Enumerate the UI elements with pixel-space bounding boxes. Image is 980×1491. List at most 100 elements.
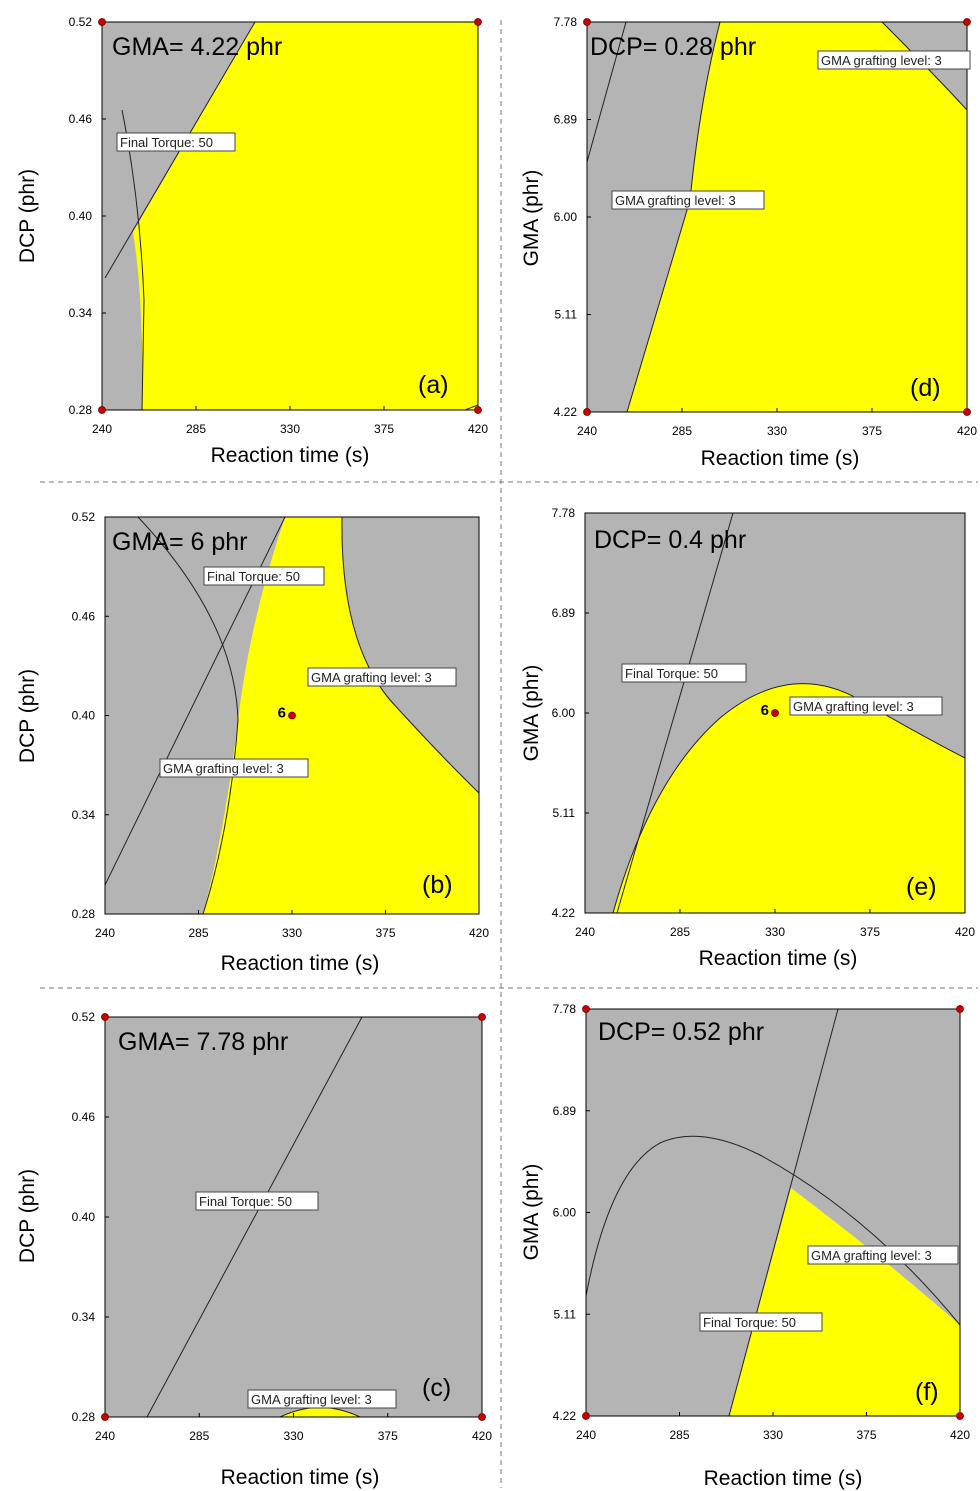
contour-label-text: Final Torque: 50: [199, 1194, 292, 1209]
corner-point: [582, 1412, 590, 1420]
y-tick-label: 6.89: [554, 113, 578, 127]
y-tick-label: 5.11: [555, 308, 578, 322]
y-axis-label: DCP (phr): [16, 669, 39, 763]
y-axis-label: GMA (phr): [520, 1164, 543, 1261]
contour-label: GMA grafting level: 3: [307, 667, 457, 687]
region-infeasible: [105, 1017, 482, 1417]
x-tick-label: 375: [860, 925, 880, 939]
contour-label-text: GMA grafting level: 3: [811, 1248, 932, 1263]
y-tick-label: 0.28: [69, 403, 93, 417]
x-axis-label: Reaction time (s): [221, 1466, 380, 1489]
y-tick-label: 4.22: [553, 1409, 577, 1423]
contour-label-text: GMA grafting level: 3: [821, 53, 942, 68]
contour-label: Final Torque: 50: [699, 1312, 823, 1332]
y-tick-label: 5.11: [554, 1307, 577, 1321]
design-point-label: 6: [278, 705, 286, 722]
x-axis-label: Reaction time (s): [701, 447, 860, 470]
panel-title: GMA= 7.78 phr: [118, 1028, 288, 1056]
region-feasible: [627, 22, 967, 412]
corner-point: [583, 18, 591, 26]
y-tick-label: 7.78: [553, 1002, 577, 1016]
panel-title: DCP= 0.28 phr: [590, 33, 756, 61]
contour-label-text: Final Torque: 50: [207, 569, 300, 584]
x-axis-label: Reaction time (s): [221, 952, 380, 975]
x-tick-label: 285: [672, 424, 692, 438]
contour-grafting-level: [612, 683, 965, 913]
design-point: [288, 711, 296, 720]
panel-label: (b): [422, 871, 453, 899]
corner-point: [956, 1412, 964, 1420]
x-tick-label: 420: [955, 925, 975, 939]
y-tick-label: 0.40: [72, 709, 96, 723]
x-tick-label: 285: [669, 1428, 689, 1442]
corner-point: [474, 18, 482, 26]
panel-label: (a): [418, 371, 449, 399]
corner-point: [478, 1013, 486, 1021]
y-tick-label: 4.22: [552, 906, 576, 920]
panel-title: DCP= 0.4 phr: [594, 526, 746, 554]
design-point-label: 6: [761, 702, 769, 719]
x-tick-label: 420: [950, 1428, 970, 1442]
corner-point: [98, 406, 106, 414]
x-tick-label: 330: [283, 1429, 303, 1443]
y-axis-label: DCP (phr): [16, 169, 39, 263]
x-tick-label: 285: [188, 926, 208, 940]
contour-grafting-level: [341, 517, 479, 794]
y-tick-label: 0.28: [72, 907, 96, 921]
y-tick-label: 0.34: [72, 1310, 96, 1324]
y-tick-label: 7.78: [554, 15, 578, 29]
x-tick-label: 330: [765, 925, 785, 939]
y-tick-label: 0.52: [69, 15, 93, 29]
contour-label: GMA grafting level: 3: [611, 190, 765, 210]
panel-label: (d): [910, 374, 941, 402]
contour-label: GMA grafting level: 3: [789, 696, 943, 716]
region-feasible: [613, 683, 965, 913]
panel-title: GMA= 4.22 phr: [112, 33, 282, 61]
corner-point: [101, 1413, 109, 1421]
contour-label-text: GMA grafting level: 3: [163, 761, 284, 776]
y-tick-label: 6.89: [553, 1104, 577, 1118]
x-tick-label: 375: [856, 1428, 876, 1442]
y-tick-label: 6.00: [554, 210, 578, 224]
y-tick-label: 0.52: [72, 1010, 96, 1024]
x-tick-label: 375: [374, 422, 394, 436]
panel-label: (e): [906, 873, 937, 901]
x-tick-label: 375: [375, 926, 395, 940]
contour-grafting-level: [587, 22, 627, 163]
contour-label: GMA grafting level: 3: [817, 50, 971, 70]
contour-label-text: Final Torque: 50: [120, 135, 213, 150]
corner-point: [474, 406, 482, 414]
x-axis-label: Reaction time (s): [211, 444, 370, 467]
contour-label: Final Torque: 50: [203, 566, 325, 586]
corner-point: [98, 18, 106, 26]
y-axis-label: DCP (phr): [16, 1169, 39, 1263]
panel-f: 240 285 330 375 420 4.22 5.11 6.00 6.89 7.78 GMA …: [520, 1002, 970, 1490]
contour-label: GMA grafting level: 3: [807, 1245, 959, 1265]
x-tick-label: 285: [189, 1429, 209, 1443]
x-tick-label: 240: [575, 925, 595, 939]
panel-label: (f): [915, 1378, 939, 1406]
corner-point: [582, 1005, 590, 1013]
corner-point: [478, 1413, 486, 1421]
panel-d: 240 285 330 375 420 4.22 5.11 6.00 6.89 7.78 GMA …: [520, 15, 977, 470]
contour-label-text: GMA grafting level: 3: [311, 670, 432, 685]
y-tick-label: 0.40: [72, 1210, 96, 1224]
x-tick-label: 375: [378, 1429, 398, 1443]
contour-label: GMA grafting level: 3: [247, 1389, 397, 1409]
panel-title: DCP= 0.52 phr: [598, 1018, 764, 1046]
panel-title: GMA= 6 phr: [112, 528, 247, 556]
panel-e: 240 285 330 375 420 4.22 5.11 6.00 6.89 7.78 Fina…: [520, 506, 975, 970]
panel-b: 240 285 330 375 420 0.28 0.34 0.40 0.46 0.52 Fina…: [16, 510, 489, 975]
x-axis-label: Reaction time (s): [699, 947, 858, 970]
corner-point: [956, 1005, 964, 1013]
y-tick-label: 6.89: [552, 606, 576, 620]
x-tick-label: 330: [280, 422, 300, 436]
x-tick-label: 240: [92, 422, 112, 436]
y-tick-label: 7.78: [552, 506, 576, 520]
contour-label-text: Final Torque: 50: [703, 1315, 796, 1330]
x-tick-label: 420: [472, 1429, 492, 1443]
panel-a: 240 285 330 375 420 0.28 0.34 0.40 0.46 0.52 Fina…: [16, 15, 488, 467]
y-tick-label: 0.46: [72, 609, 96, 623]
contour-label: Final Torque: 50: [195, 1191, 319, 1211]
